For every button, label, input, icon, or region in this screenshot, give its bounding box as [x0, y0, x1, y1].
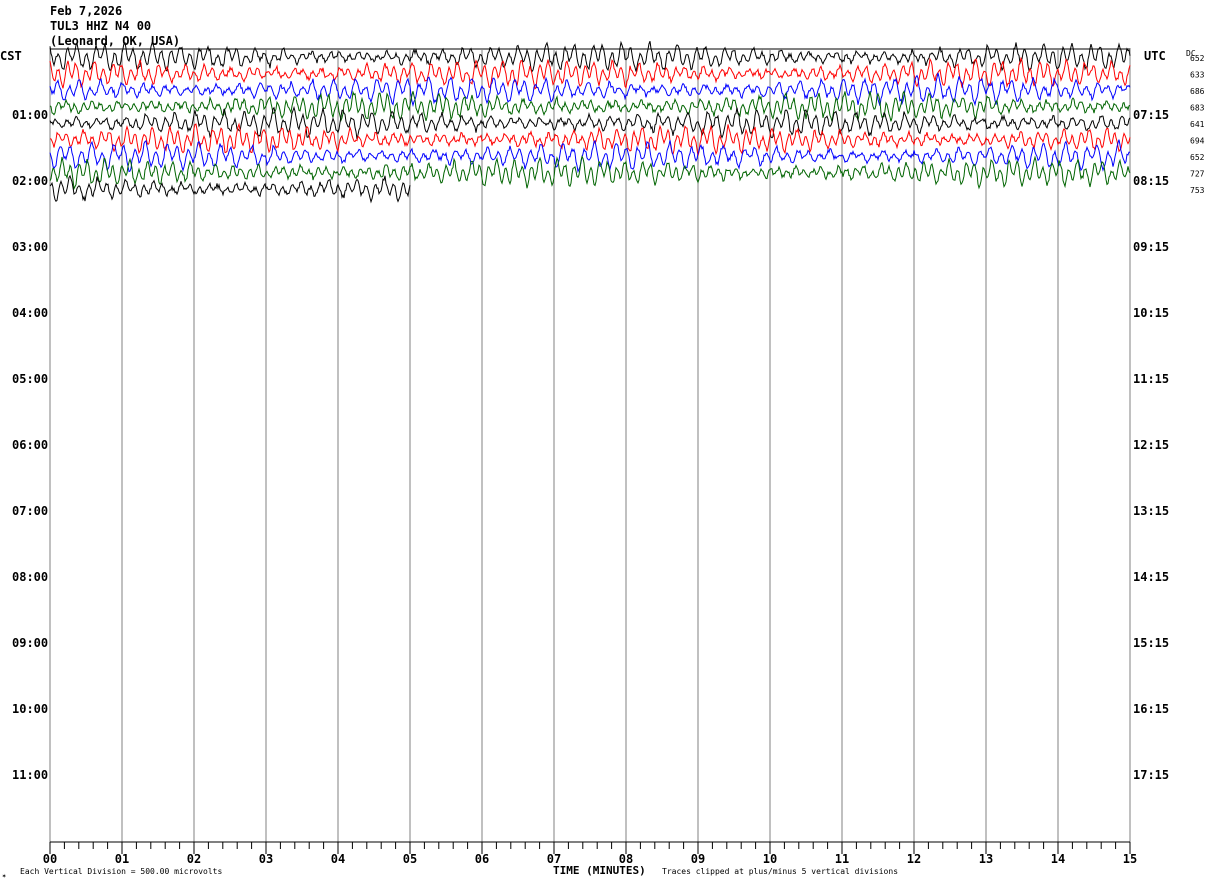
- left-hour-label: 05:00: [12, 372, 48, 386]
- seismic-trace-line: [49, 105, 1131, 140]
- seismic-trace-line: [49, 72, 1131, 108]
- seismic-trace-line: [49, 40, 1131, 73]
- dc-offset-value: 694: [1190, 137, 1205, 146]
- station-code: TUL3 HHZ N4 00: [50, 19, 152, 33]
- x-tick-label: 05: [403, 852, 417, 866]
- left-timezone-label: CST: [0, 49, 22, 63]
- right-hour-label: 08:15: [1133, 174, 1169, 188]
- x-tick-label: 06: [475, 852, 489, 866]
- plot-date: Feb 7,2026: [50, 4, 123, 18]
- seismic-trace-line: [49, 122, 1131, 156]
- right-hour-label: 09:15: [1133, 240, 1169, 254]
- right-hour-label: 15:15: [1133, 636, 1169, 650]
- x-tick-label: 14: [1051, 852, 1065, 866]
- right-hour-label: 10:15: [1133, 306, 1169, 320]
- label-layer: 00 01 02 03 04 05 06 07 08 09 10 11 12 13 14 15 01:00 02:…: [12, 54, 1205, 866]
- left-hour-label: 02:00: [12, 174, 48, 188]
- grid-layer: [49, 48, 1131, 854]
- seismic-trace-line: [49, 56, 1131, 90]
- left-hour-label: 11:00: [12, 768, 48, 782]
- left-hour-label: 10:00: [12, 702, 48, 716]
- right-hour-label: 07:15: [1133, 108, 1169, 122]
- dc-offset-value: 652: [1190, 54, 1205, 63]
- x-tick-label: 08: [619, 852, 633, 866]
- dc-offset-value: 652: [1190, 153, 1205, 162]
- dc-offset-value: 633: [1190, 71, 1205, 80]
- x-tick-label: 01: [115, 852, 129, 866]
- x-axis-title: TIME (MINUTES): [553, 864, 646, 877]
- dc-offset-value: 753: [1190, 186, 1205, 195]
- x-tick-label: 03: [259, 852, 273, 866]
- x-tick-label: 04: [331, 852, 345, 866]
- x-tick-label: 12: [907, 852, 921, 866]
- right-hour-label: 14:15: [1133, 570, 1169, 584]
- x-tick-label: 15: [1123, 852, 1137, 866]
- x-tick-label: 13: [979, 852, 993, 866]
- dc-offset-header: DC: [1186, 49, 1196, 58]
- left-hour-label: 07:00: [12, 504, 48, 518]
- right-hour-label: 17:15: [1133, 768, 1169, 782]
- seismic-trace-line: [49, 90, 1131, 122]
- seismic-trace-line: [49, 174, 411, 204]
- corner-mark-icon: ✶: [2, 872, 7, 880]
- right-hour-label: 11:15: [1133, 372, 1169, 386]
- right-hour-label: 13:15: [1133, 504, 1169, 518]
- x-tick-label: 10: [763, 852, 777, 866]
- left-hour-label: 01:00: [12, 108, 48, 122]
- left-hour-label: 09:00: [12, 636, 48, 650]
- x-tick-label: 02: [187, 852, 201, 866]
- dc-offset-value: 686: [1190, 87, 1205, 96]
- right-hour-label: 12:15: [1133, 438, 1169, 452]
- left-hour-label: 06:00: [12, 438, 48, 452]
- x-tick-label: 00: [43, 852, 57, 866]
- dc-offset-value: 641: [1190, 120, 1205, 129]
- scale-note: Each Vertical Division = 500.00 microvol…: [20, 867, 223, 876]
- x-tick-label: 11: [835, 852, 849, 866]
- x-tick-label: 07: [547, 852, 561, 866]
- seismic-trace-line: [49, 155, 1131, 191]
- station-location: (Leonard, OK, USA): [50, 34, 181, 48]
- left-hour-label: 08:00: [12, 570, 48, 584]
- x-tick-label: 09: [691, 852, 705, 866]
- right-timezone-label: UTC: [1144, 49, 1166, 63]
- dc-offset-value: 727: [1190, 170, 1205, 179]
- left-hour-label: 04:00: [12, 306, 48, 320]
- seismic-trace-line: [49, 139, 1131, 174]
- left-hour-label: 03:00: [12, 240, 48, 254]
- right-hour-label: 16:15: [1133, 702, 1169, 716]
- clip-note: Traces clipped at plus/minus 5 vertical …: [662, 867, 899, 876]
- trace-layer: [49, 40, 1131, 204]
- dc-offset-value: 683: [1190, 104, 1205, 113]
